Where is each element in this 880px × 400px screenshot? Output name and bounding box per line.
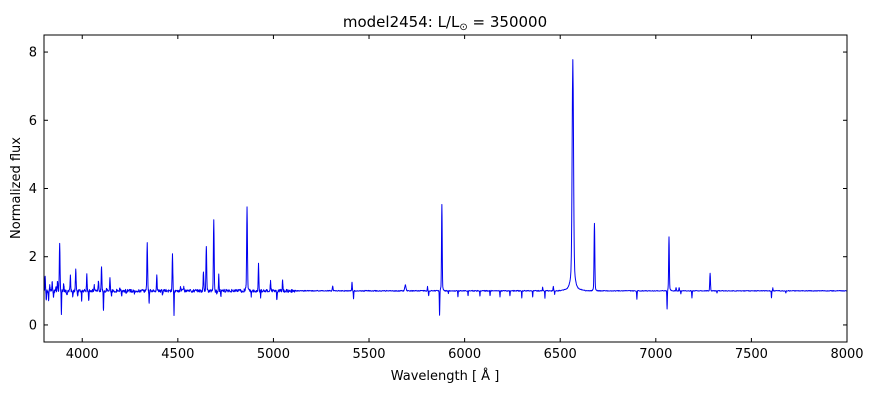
- plot-title: model2454: L/L⊙ = 350000: [343, 13, 547, 33]
- x-tick-label: 6000: [448, 347, 481, 362]
- sun-symbol: ⊙: [459, 22, 467, 33]
- y-tick-label: 6: [29, 114, 37, 129]
- y-tick-label: 4: [29, 182, 37, 197]
- x-tick-label: 6500: [544, 347, 577, 362]
- x-tick-label: 7500: [735, 347, 768, 362]
- x-tick-label: 5500: [352, 347, 385, 362]
- y-tick-label: 2: [29, 250, 37, 265]
- x-tick-label: 8000: [830, 347, 863, 362]
- x-axis-label: Wavelength [ Å ]: [391, 368, 500, 384]
- spectrum-line: [43, 59, 848, 316]
- y-axis-label: Normalized flux: [9, 137, 24, 239]
- plot-border: [43, 34, 848, 343]
- x-tick-label: 7000: [639, 347, 672, 362]
- x-tick-label: 4500: [161, 347, 194, 362]
- x-tick-label: 4000: [66, 347, 99, 362]
- y-tick-label: 8: [29, 46, 37, 61]
- y-tick-label: 0: [29, 318, 37, 333]
- x-tick-label: 5000: [257, 347, 290, 362]
